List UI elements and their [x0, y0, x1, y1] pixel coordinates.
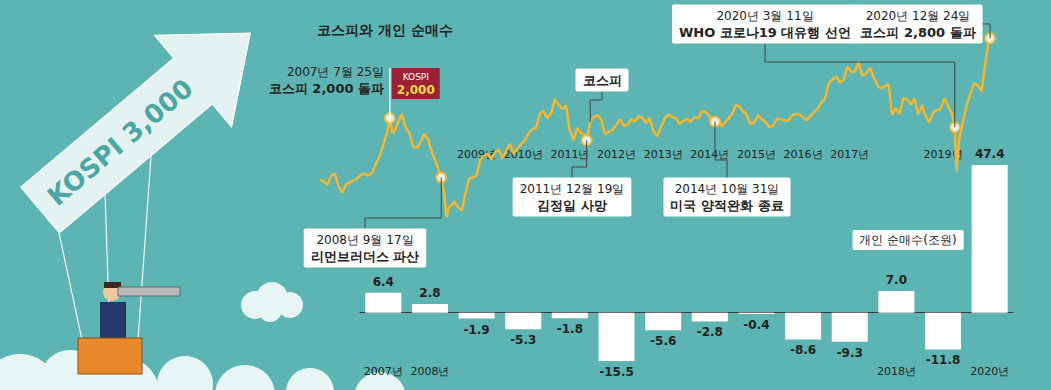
svg-text:리먼브러더스 파산: 리먼브러더스 파산: [311, 249, 420, 264]
svg-text:2009년: 2009년: [457, 148, 497, 161]
svg-text:2008년: 2008년: [410, 365, 449, 378]
svg-text:코스피 2,800 돌파: 코스피 2,800 돌파: [860, 25, 975, 40]
svg-text:2016년: 2016년: [784, 148, 823, 161]
svg-text:47.4: 47.4: [975, 147, 1005, 161]
svg-text:-11.8: -11.8: [926, 353, 961, 367]
svg-text:7.0: 7.0: [886, 273, 907, 287]
svg-text:2011년: 2011년: [550, 148, 589, 161]
svg-text:2010년: 2010년: [504, 148, 543, 161]
svg-text:WHO 코로나19 대유행 선언: WHO 코로나19 대유행 선언: [679, 25, 851, 40]
svg-text:개인 순매수(조원): 개인 순매수(조원): [859, 233, 956, 247]
svg-text:2008년 9월 17일: 2008년 9월 17일: [316, 233, 413, 247]
svg-text:-2.8: -2.8: [697, 325, 723, 339]
svg-text:2019년: 2019년: [923, 148, 963, 161]
svg-text:2011년 12월 19일: 2011년 12월 19일: [520, 182, 625, 196]
svg-text:2.8: 2.8: [419, 286, 440, 300]
svg-text:-1.9: -1.9: [463, 323, 489, 337]
svg-text:6.4: 6.4: [373, 275, 394, 289]
svg-text:KOSPI: KOSPI: [403, 72, 429, 82]
svg-text:2007년 7월 25일: 2007년 7월 25일: [287, 65, 384, 79]
svg-text:코스피: 코스피: [583, 73, 622, 88]
svg-text:2020년 12월 24일: 2020년 12월 24일: [866, 9, 971, 23]
svg-text:2007년: 2007년: [364, 365, 403, 378]
svg-text:2,000: 2,000: [397, 83, 435, 97]
svg-text:2014년: 2014년: [690, 148, 729, 161]
svg-text:미국 양적완화 종료: 미국 양적완화 종료: [670, 198, 783, 213]
svg-text:2015년: 2015년: [737, 148, 776, 161]
svg-text:코스피와 개인 순매수: 코스피와 개인 순매수: [317, 22, 453, 38]
svg-text:-8.6: -8.6: [790, 343, 816, 357]
svg-text:2018년: 2018년: [877, 365, 916, 378]
svg-text:-15.5: -15.5: [599, 365, 634, 379]
svg-text:김정일 사망: 김정일 사망: [537, 198, 607, 213]
svg-text:2020년 3월 11일: 2020년 3월 11일: [716, 9, 813, 23]
svg-text:2014년 10월 31일: 2014년 10월 31일: [675, 182, 780, 196]
svg-text:2013년: 2013년: [644, 148, 683, 161]
svg-text:-5.6: -5.6: [650, 334, 676, 348]
svg-text:-0.4: -0.4: [743, 318, 769, 332]
svg-text:2020년: 2020년: [970, 365, 1009, 378]
svg-text:-9.3: -9.3: [837, 346, 863, 360]
svg-text:-5.3: -5.3: [510, 333, 536, 347]
svg-text:KOSPI 3,000: KOSPI 3,000: [42, 73, 199, 212]
svg-text:코스피 2,000 돌파: 코스피 2,000 돌파: [269, 81, 384, 96]
svg-text:-1.8: -1.8: [557, 322, 583, 336]
svg-text:2017년: 2017년: [830, 148, 869, 161]
svg-text:2012년: 2012년: [597, 148, 636, 161]
